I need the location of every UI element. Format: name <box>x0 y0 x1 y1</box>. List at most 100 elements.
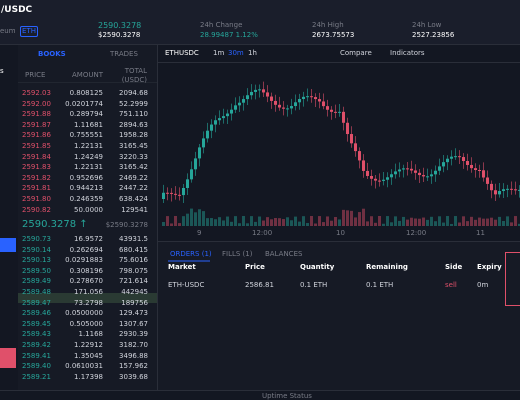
candle-body <box>222 116 225 119</box>
candle-body <box>434 170 437 175</box>
candle-body <box>518 189 520 191</box>
volume-bar <box>222 220 225 226</box>
volume-bar <box>210 218 213 226</box>
candle-body <box>386 177 389 180</box>
volume-bar <box>306 223 309 226</box>
volume-bar <box>214 219 217 226</box>
column-header: AMOUNT <box>72 71 103 79</box>
row-highlight <box>18 293 157 303</box>
orders-tab[interactable]: FILLS (1) <box>222 250 253 258</box>
candle-body <box>422 175 425 177</box>
volume-bar <box>266 217 269 226</box>
book-price: 2591.83 <box>22 163 51 172</box>
candle-body <box>442 162 445 167</box>
book-total: 1307.67 <box>119 319 148 328</box>
volume-bar <box>170 223 173 226</box>
volume-bar <box>246 223 249 226</box>
interval-button[interactable]: 30m <box>228 49 244 57</box>
time-label: 12:00 <box>406 229 427 237</box>
candle-body <box>374 178 377 181</box>
candle-body <box>274 100 277 105</box>
mid-price-usd: $2590.3278 <box>105 221 148 229</box>
candle-body <box>462 157 465 162</box>
interval-button[interactable]: 1m <box>213 49 225 57</box>
network: eum <box>0 27 16 35</box>
divider <box>157 45 158 390</box>
candle-body <box>466 161 469 165</box>
volume-bar <box>454 216 457 226</box>
book-amount: 0.952696 <box>69 173 103 182</box>
volume-bar <box>354 217 357 226</box>
book-total: 2930.39 <box>119 330 148 339</box>
volume-bar <box>250 216 253 226</box>
volume-bar <box>310 216 313 226</box>
candle-body <box>238 102 241 106</box>
candle-body <box>390 174 393 178</box>
book-amount: 0.262694 <box>69 245 103 254</box>
candle-body <box>410 168 413 171</box>
volume-bar <box>270 219 273 226</box>
indicators-button[interactable]: Indicators <box>390 49 425 57</box>
volume-bar <box>202 211 205 226</box>
volume-bar <box>498 216 501 226</box>
book-price: 2589.40 <box>22 362 51 371</box>
candle-body <box>226 113 229 117</box>
pair-name: /USDC <box>1 5 33 15</box>
volume-bar <box>370 216 373 226</box>
volume-bar <box>166 216 169 226</box>
volume-bar <box>278 218 281 226</box>
candle-body <box>478 169 481 171</box>
volume-bar <box>462 216 465 226</box>
orders-column-header: Side <box>445 263 463 271</box>
orders-column-header: Quantity <box>300 263 335 271</box>
interval-button[interactable]: 1h <box>248 49 257 57</box>
orders-tab[interactable]: BALANCES <box>265 250 303 258</box>
book-price: 2592.00 <box>22 99 51 108</box>
candle-body <box>330 109 333 112</box>
book-amount: 0.0500000 <box>65 309 103 318</box>
volume-bar <box>402 216 405 226</box>
candle-body <box>506 188 509 190</box>
candle-body <box>210 124 213 131</box>
candle-body <box>446 158 449 163</box>
book-price: 2591.86 <box>22 131 51 140</box>
candle-body <box>214 120 217 125</box>
candle-body <box>346 122 349 135</box>
compare-button[interactable]: Compare <box>340 49 372 57</box>
orders-tab[interactable]: ORDERS (1) <box>170 250 212 258</box>
candle-body <box>490 183 493 191</box>
candle-body <box>178 194 181 196</box>
volume-bar <box>510 222 513 226</box>
book-price: 2591.85 <box>22 142 51 150</box>
book-price: 2591.80 <box>22 195 51 203</box>
book-price: 2589.42 <box>22 341 51 349</box>
sidebar-button[interactable] <box>0 348 16 368</box>
book-price: 2589.47 <box>22 298 51 307</box>
chart-panel <box>158 45 520 240</box>
book-total: 3182.70 <box>119 341 148 349</box>
candle-body <box>298 99 301 103</box>
divider <box>158 241 520 242</box>
volume-bar <box>518 223 520 226</box>
candle-body <box>482 170 485 178</box>
book-total: 43931.5 <box>119 235 148 243</box>
volume-bar <box>398 220 401 226</box>
candle-body <box>266 92 269 97</box>
candle-body <box>382 179 385 181</box>
column-header: TOTAL (USDC) <box>121 67 147 84</box>
volume-bar <box>458 222 461 226</box>
volume-bar <box>426 219 429 226</box>
volume-bar <box>338 219 341 226</box>
candle-body <box>194 158 197 170</box>
divider <box>158 62 520 63</box>
tab[interactable]: TRADES <box>110 50 138 58</box>
sidebar-button[interactable] <box>0 238 16 252</box>
cancel-button[interactable] <box>505 252 520 306</box>
candle-body <box>230 109 233 114</box>
candle-body <box>510 188 513 190</box>
candle-body <box>326 106 329 110</box>
tab[interactable]: BOOKS <box>38 50 66 58</box>
candle-body <box>166 192 169 194</box>
uptime-link[interactable]: Uptime Status <box>262 392 312 400</box>
